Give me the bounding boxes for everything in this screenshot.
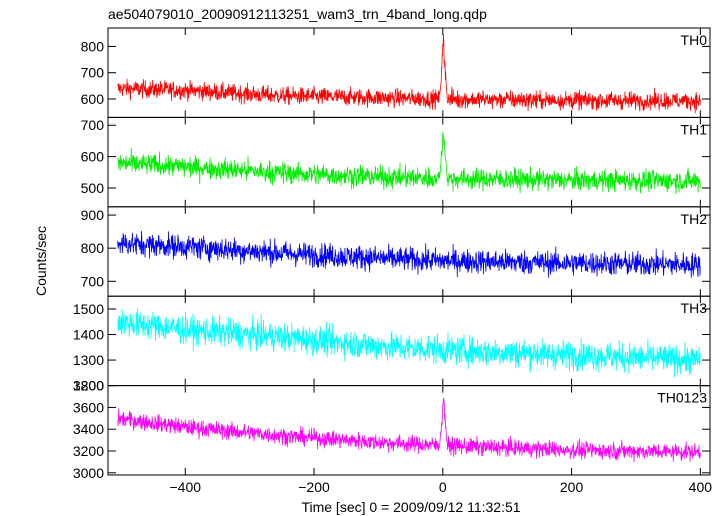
x-tick-label: 200 xyxy=(560,479,584,495)
panel-label-th0: TH0 xyxy=(681,32,708,48)
y-tick-label: 900 xyxy=(81,207,105,223)
y-tick-label: 800 xyxy=(81,240,105,256)
y-tick-label: 700 xyxy=(81,117,105,133)
y-tick-label: 600 xyxy=(81,149,105,165)
panel-th0123: 3000 3200 3400 3600 3800 TH0123 xyxy=(73,378,711,481)
y-tick-label: 1200 xyxy=(73,378,104,394)
y-tick-label: 700 xyxy=(81,65,105,81)
y-tick-label: 3000 xyxy=(73,465,104,481)
series-line-th1 xyxy=(117,131,701,195)
panel-th0: 600 700 800 TH0 xyxy=(81,27,711,118)
y-tick-label: 3600 xyxy=(73,399,104,415)
panel-th1: 500 600 700 TH1 xyxy=(81,116,711,208)
x-tick-label: 0 xyxy=(439,479,447,495)
series-line-th0 xyxy=(117,34,701,114)
panel-label-th1: TH1 xyxy=(681,121,708,137)
chart-title: ae504079010_20090912113251_wam3_trn_4ban… xyxy=(108,6,487,22)
x-tick-label: −400 xyxy=(169,479,201,495)
y-tick-label: 1400 xyxy=(73,327,104,343)
y-tick-label: 600 xyxy=(81,91,105,107)
x-tick-label: 400 xyxy=(689,479,713,495)
y-tick-label: 3800 xyxy=(73,378,104,394)
y-tick-label: 1300 xyxy=(73,352,104,368)
y-tick-label: 800 xyxy=(81,38,105,54)
panel-th3: 1200 1300 1400 1500 TH3 xyxy=(73,295,711,394)
series-line-th3 xyxy=(117,308,701,378)
panel-label-th0123: TH0123 xyxy=(657,390,707,406)
y-tick-label: 1500 xyxy=(73,301,104,317)
y-tick-label: 3400 xyxy=(73,421,104,437)
panel-th2: 700 800 900 TH2 xyxy=(81,206,711,297)
panel-frame xyxy=(107,206,711,297)
series-line-th2 xyxy=(117,230,701,278)
y-axis-label: Counts/sec xyxy=(33,226,49,296)
x-tick-label: −200 xyxy=(298,479,330,495)
panel-label-th2: TH2 xyxy=(681,211,708,227)
x-axis-label: Time [sec] 0 = 2009/09/12 11:32:51 xyxy=(301,499,520,515)
y-tick-label: 3200 xyxy=(73,443,104,459)
series-line-th0123 xyxy=(117,397,701,463)
y-tick-label: 500 xyxy=(81,180,105,196)
panel-label-th3: TH3 xyxy=(681,300,708,316)
y-tick-label: 700 xyxy=(81,273,105,289)
panel-frame xyxy=(107,385,711,476)
